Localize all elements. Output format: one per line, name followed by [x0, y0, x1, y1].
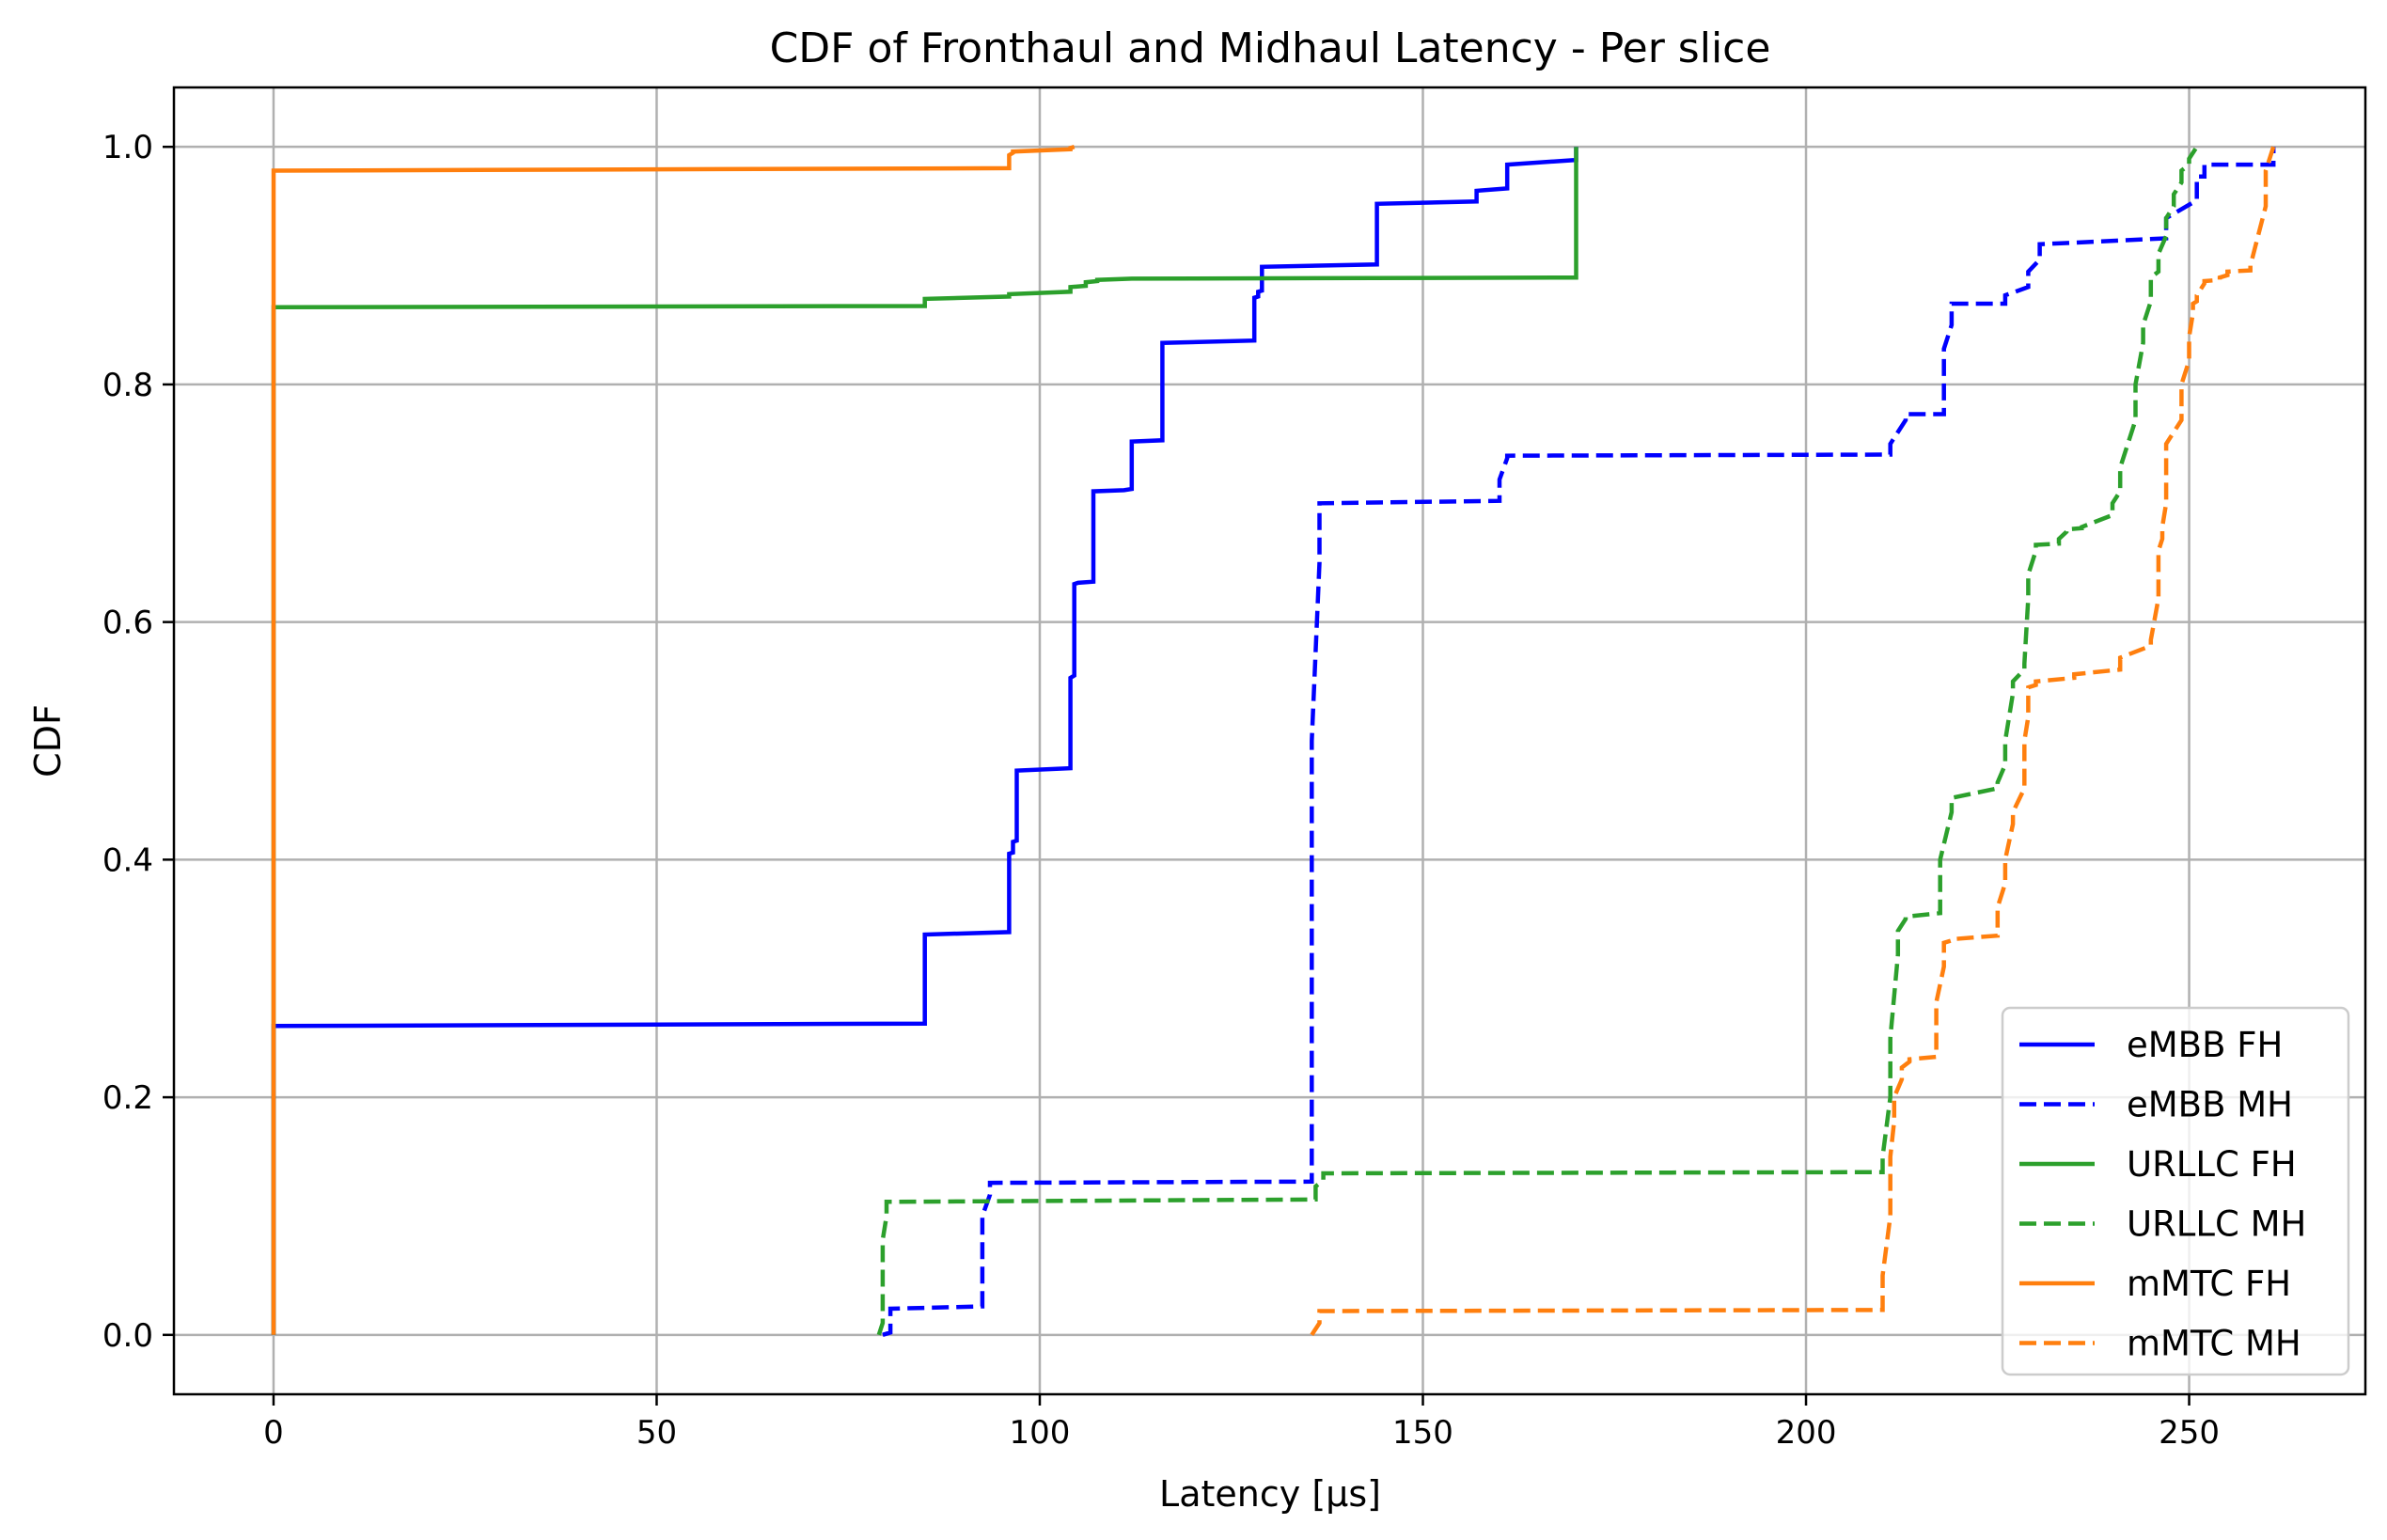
series-line-mmtc-fh — [271, 145, 1076, 1335]
legend-label-embb-mh: eMBB MH — [2127, 1085, 2293, 1125]
series-lines — [271, 145, 2276, 1337]
y-tick-label: 1.0 — [102, 129, 153, 166]
legend-label-embb-fh: eMBB FH — [2127, 1025, 2283, 1065]
x-tick-label: 50 — [636, 1414, 677, 1452]
chart-title: CDF of Fronthaul and Midhaul Latency - P… — [770, 24, 1771, 72]
legend-label-urllc-mh: URLLC MH — [2127, 1204, 2306, 1245]
x-tick-label: 100 — [1010, 1414, 1071, 1452]
y-tick-label: 0.6 — [102, 605, 153, 642]
series-line-urllc-fh — [271, 147, 1578, 1335]
legend-label-urllc-fh: URLLC FH — [2127, 1144, 2297, 1185]
legend: eMBB FH eMBB MH URLLC FH URLLC MH mMTC FH mMT… — [2001, 1006, 2350, 1376]
x-tick-label: 250 — [2159, 1414, 2220, 1452]
y-tick-label: 0.8 — [102, 367, 153, 404]
series-line-mmtc-mh — [1310, 146, 2276, 1337]
x-tick-label: 0 — [263, 1414, 284, 1452]
y-tick-label: 0.2 — [102, 1079, 153, 1117]
x-tick-label: 150 — [1392, 1414, 1453, 1452]
legend-label-mmtc-fh: mMTC FH — [2127, 1264, 2291, 1304]
y-tick-label: 0.4 — [102, 841, 153, 879]
y-tick-label: 0.0 — [102, 1317, 153, 1355]
y-axis-label: CDF — [27, 704, 69, 778]
x-axis-label: Latency [µs] — [1159, 1473, 1381, 1515]
series-line-embb-fh — [271, 147, 1578, 1335]
grid-lines — [174, 87, 2365, 1394]
axis-ticks: 0 50 100 150 200 250 0.0 0.2 0.4 0.6 0.8 1.0 — [102, 129, 2220, 1452]
x-tick-label: 200 — [1776, 1414, 1837, 1452]
series-line-urllc-mh — [876, 145, 2199, 1336]
legend-label-mmtc-mh: mMTC MH — [2127, 1324, 2301, 1364]
plot-frame — [172, 86, 2367, 1396]
